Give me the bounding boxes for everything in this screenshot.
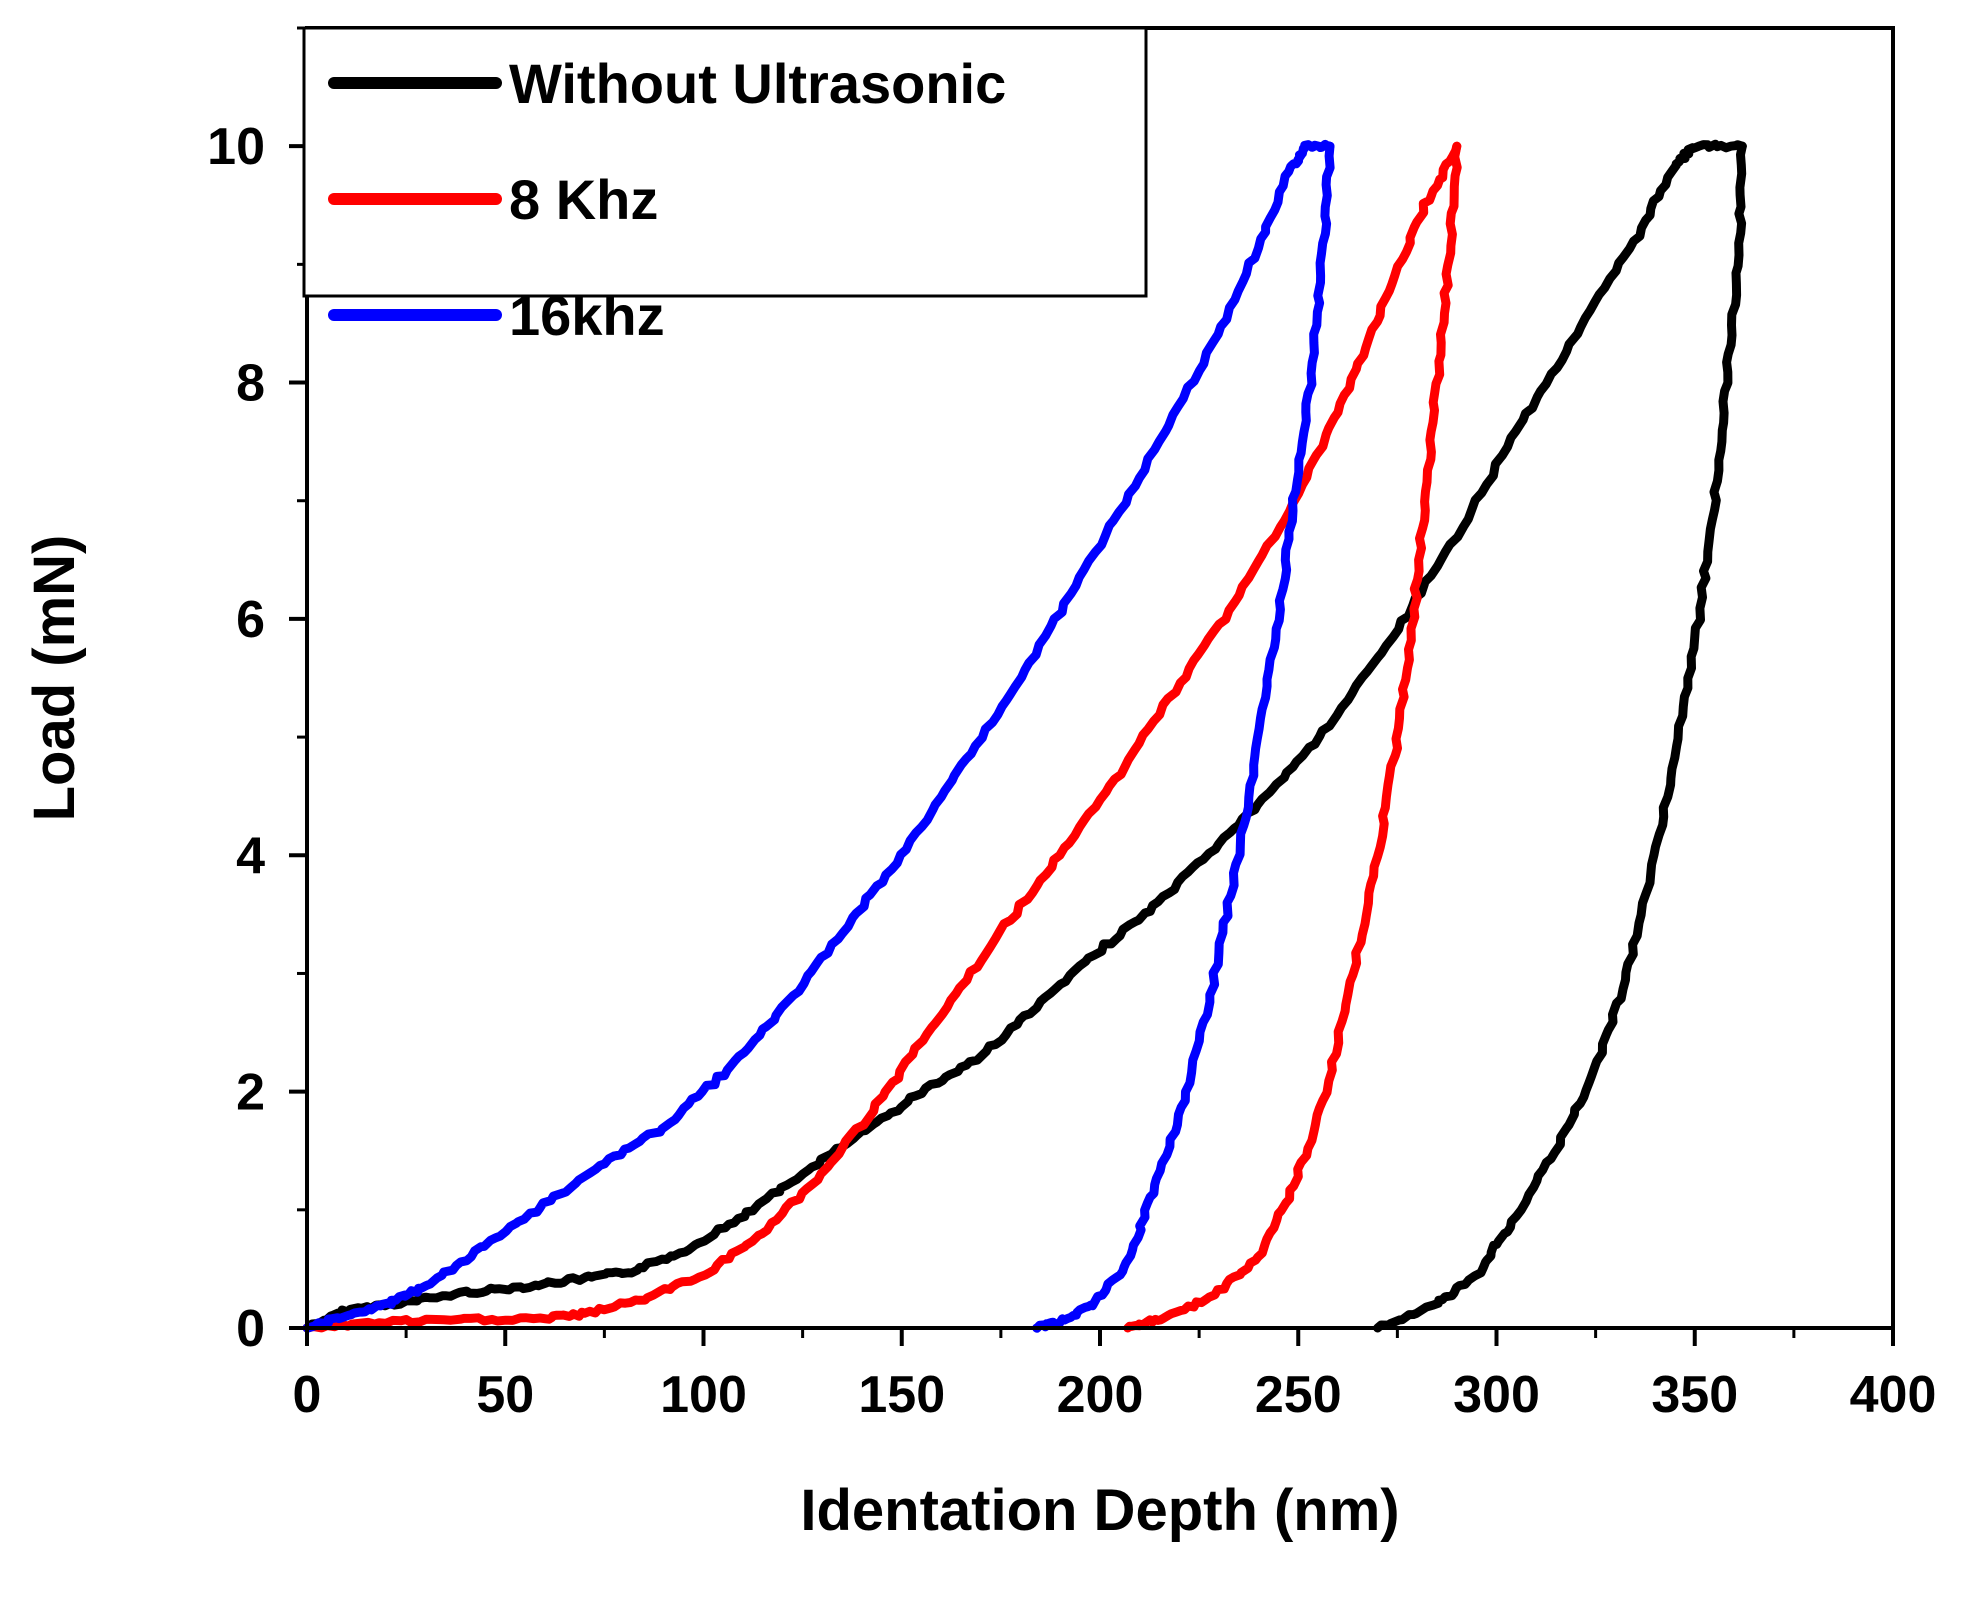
series-0 [302,139,1747,1333]
series-2 [302,139,1335,1333]
x-tick-label: 300 [1453,1366,1540,1424]
ticks-layer: 0 50 100 150 200 250 300 350 400 0 2 4 6 8 10 [207,26,1937,1424]
series-2-unloading-curve [1032,141,1335,1333]
y-tick-label: 8 [236,355,265,413]
x-tick-label: 100 [660,1366,747,1424]
x-tick-label: 400 [1850,1366,1937,1424]
legend-label-1: 8 Khz [509,168,658,231]
x-tick-label: 350 [1651,1366,1738,1424]
legend-box [302,26,1148,298]
y-tick-label: 10 [207,118,265,176]
series-1-unloading-curve [1123,141,1462,1333]
x-tick-label: 200 [1057,1366,1144,1424]
y-axis-title: Load (mN) [22,535,87,822]
series-2-loading-curve [302,139,1335,1333]
legend-label-2: 16khz [509,284,665,347]
x-tick-label: 0 [293,1366,322,1424]
y-tick-label: 2 [236,1064,265,1122]
legend-label-0: Without Ultrasonic [509,52,1006,115]
series-layer [302,139,1747,1333]
x-tick-label: 250 [1255,1366,1342,1424]
x-tick-label: 150 [858,1366,945,1424]
y-tick-label: 6 [236,591,265,649]
x-tick-label: 50 [476,1366,534,1424]
legend: Without Ultrasonic 8 Khz 16khz [302,26,1148,347]
series-0-unloading-curve [1373,141,1747,1333]
y-tick-label: 0 [236,1300,265,1358]
y-tick-label: 4 [236,827,265,885]
series-1-loading-curve [302,141,1462,1333]
series-1 [302,141,1462,1333]
series-0-loading-curve [302,139,1747,1333]
x-axis-title: Identation Depth (nm) [800,1478,1399,1543]
